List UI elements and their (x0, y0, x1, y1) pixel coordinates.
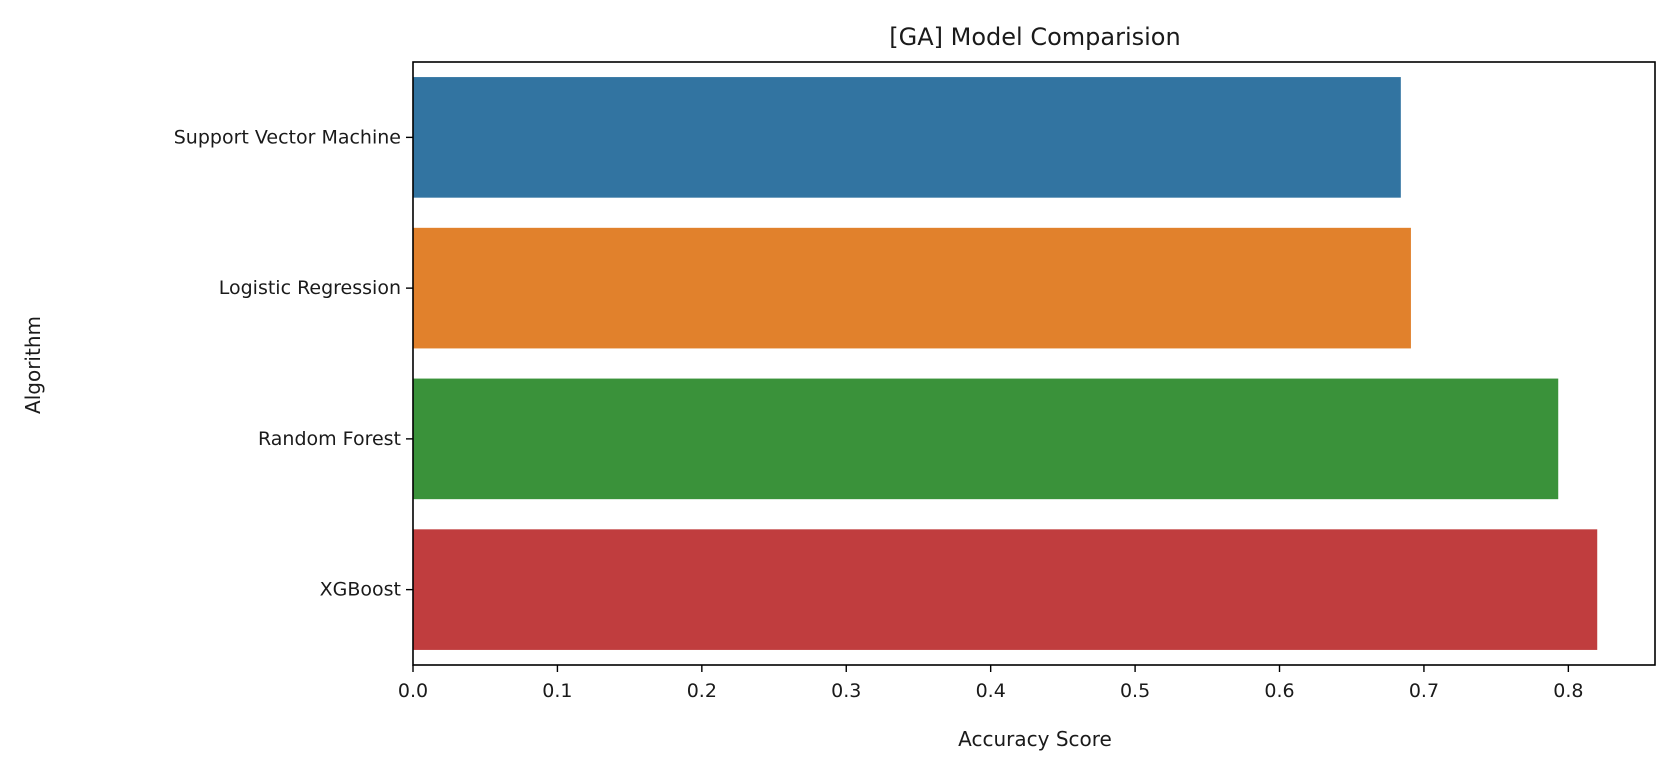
plot-frame (412, 61, 1656, 666)
y-tick-label: XGBoost (320, 579, 401, 601)
bar-4 (413, 529, 1598, 650)
x-tick-label: 0.2 (687, 680, 717, 702)
x-tick-label: 0.5 (1120, 680, 1150, 702)
x-tick-label: 0.4 (976, 680, 1006, 702)
x-axis-ticks: 0.0 0.1 0.2 0.3 0.4 0.5 0.6 0.7 0.8 (398, 665, 1583, 702)
y-axis-ticks: Support Vector Machine Logistic Regressio… (174, 126, 413, 601)
y-axis-title: Algorithm (21, 316, 45, 414)
x-tick-label: 0.8 (1553, 680, 1583, 702)
bar-3 (413, 378, 1559, 500)
y-tick-label: Logistic Regression (219, 277, 401, 299)
x-tick-label: 0.6 (1264, 680, 1294, 702)
x-tick-label: 0.3 (831, 680, 861, 702)
bars-layer (413, 77, 1598, 650)
x-axis-title: Accuracy Score (958, 727, 1112, 751)
x-tick-label: 0.1 (542, 680, 572, 702)
y-tick-label: Support Vector Machine (174, 126, 401, 148)
bar-2 (413, 227, 1411, 349)
bar-1 (413, 77, 1401, 198)
chart-title: [GA] Model Comparision (889, 23, 1180, 51)
x-tick-label: 0.7 (1409, 680, 1439, 702)
y-tick-label: Random Forest (258, 428, 401, 450)
x-tick-label: 0.0 (398, 680, 428, 702)
